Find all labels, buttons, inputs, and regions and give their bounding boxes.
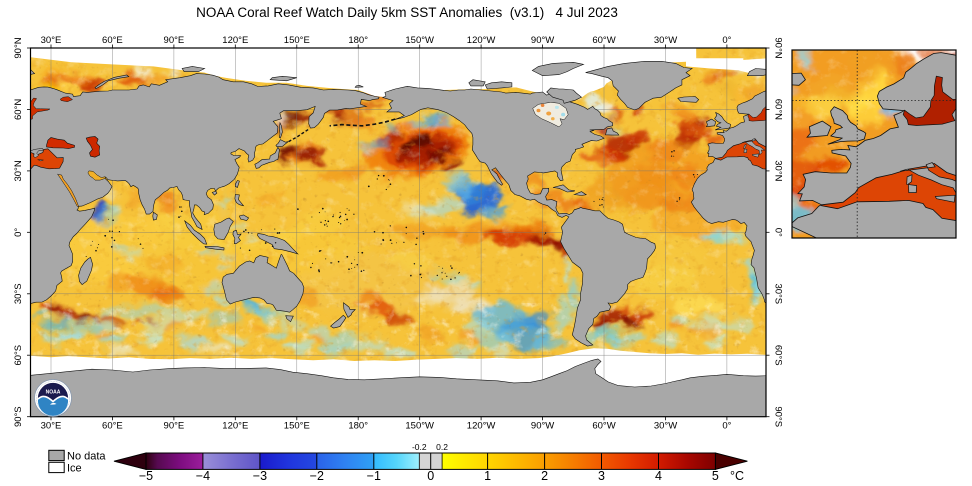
svg-text:150°E: 150°E [284,35,310,46]
svg-text:°C: °C [730,469,744,483]
svg-text:0°: 0° [722,35,731,46]
svg-text:−1: −1 [367,469,381,483]
svg-text:60°S: 60°S [773,345,784,366]
svg-text:180°: 180° [348,421,368,432]
svg-text:90°S: 90°S [773,406,784,427]
svg-text:0°: 0° [722,421,731,432]
svg-text:150°W: 150°W [405,35,434,46]
svg-text:0.2: 0.2 [436,442,448,452]
svg-text:60°W: 60°W [592,421,615,432]
svg-text:30°N: 30°N [13,160,24,181]
svg-text:150°E: 150°E [284,421,310,432]
svg-text:30°E: 30°E [41,421,62,432]
svg-text:60°E: 60°E [102,35,123,46]
svg-text:NOAA Coral Reef Watch Daily 5k: NOAA Coral Reef Watch Daily 5km SST Anom… [196,5,618,20]
svg-text:Ice: Ice [67,463,82,475]
svg-text:-0.2: -0.2 [412,442,427,452]
svg-text:30°S: 30°S [13,283,24,304]
svg-text:2: 2 [541,469,548,483]
svg-text:60°S: 60°S [13,345,24,366]
svg-text:−4: −4 [196,469,210,483]
svg-text:60°N: 60°N [773,99,784,120]
svg-text:5: 5 [712,469,719,483]
svg-text:No data: No data [67,451,106,463]
svg-text:30°W: 30°W [654,421,677,432]
svg-text:120°W: 120°W [467,421,496,432]
svg-text:−5: −5 [139,469,153,483]
svg-text:3: 3 [598,469,605,483]
svg-text:0: 0 [427,469,434,483]
svg-text:0°: 0° [13,228,24,237]
svg-text:90°N: 90°N [773,37,784,58]
svg-text:30°S: 30°S [773,283,784,304]
svg-text:60°N: 60°N [13,99,24,120]
svg-text:NOAA: NOAA [46,390,61,396]
svg-text:60°E: 60°E [102,421,123,432]
svg-text:0°: 0° [773,228,784,237]
svg-text:4: 4 [655,469,662,483]
svg-text:30°W: 30°W [654,35,677,46]
svg-text:120°E: 120°E [222,421,248,432]
svg-text:150°W: 150°W [405,421,434,432]
svg-text:90°S: 90°S [13,406,24,427]
svg-text:120°W: 120°W [467,35,496,46]
svg-text:90°E: 90°E [164,35,185,46]
svg-text:30°E: 30°E [41,35,62,46]
svg-text:120°E: 120°E [222,35,248,46]
svg-text:1: 1 [484,469,491,483]
svg-text:60°W: 60°W [592,35,615,46]
svg-text:30°N: 30°N [773,160,784,181]
svg-text:90°N: 90°N [13,37,24,58]
svg-text:90°W: 90°W [531,35,554,46]
svg-text:−2: −2 [310,469,324,483]
svg-text:90°E: 90°E [164,421,185,432]
svg-text:180°: 180° [348,35,368,46]
svg-text:90°W: 90°W [531,421,554,432]
svg-text:−3: −3 [253,469,267,483]
